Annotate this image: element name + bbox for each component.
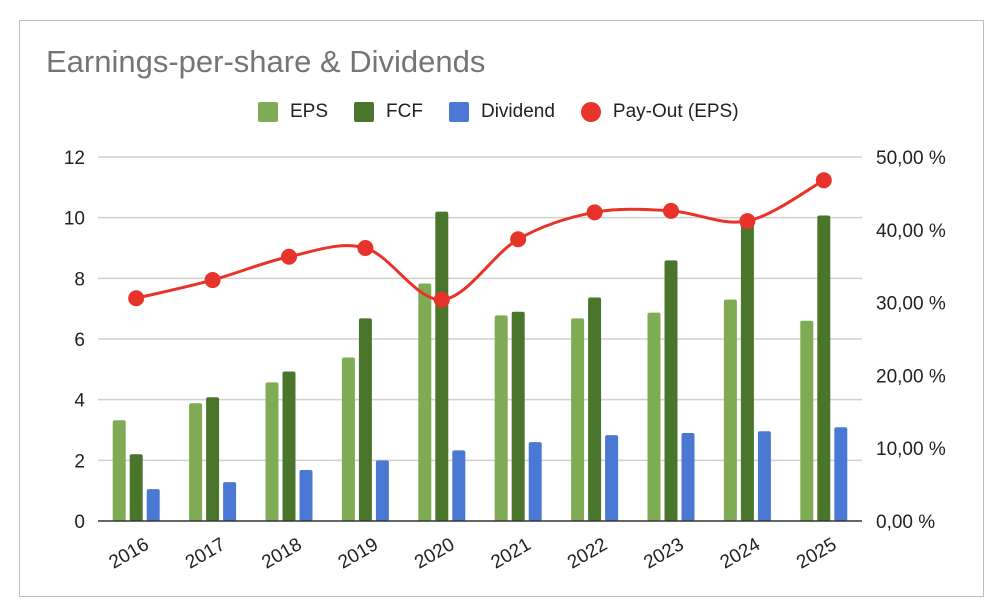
bar-dividend (452, 450, 466, 521)
legend-item-payout: Pay-Out (EPS) (580, 101, 739, 123)
bar-dividend (528, 442, 542, 521)
bar-dividend (605, 435, 619, 521)
x-tick-label: 2023 (640, 534, 687, 573)
y-tick-label: 8 (74, 269, 85, 290)
legend-swatch-dividend (448, 102, 469, 122)
x-tick-label: 2022 (564, 534, 611, 573)
y-tick-label: 2 (74, 451, 85, 472)
x-tick-label: 2017 (182, 534, 229, 573)
bar-fcf (435, 211, 449, 521)
legend-label: FCF (386, 101, 423, 122)
bar-fcf (358, 318, 372, 521)
legend-swatch-fcf (354, 102, 375, 122)
legend-item-fcf: FCF (354, 101, 423, 123)
y-tick-label: 4 (74, 391, 85, 412)
bar-eps (189, 403, 203, 521)
y2-tick-label: 40,00 % (876, 221, 946, 242)
y2-tick-label: 20,00 % (876, 366, 946, 387)
bar-eps (571, 318, 585, 521)
bar-eps (647, 312, 661, 521)
chart-frame (19, 20, 984, 597)
bar-dividend (834, 427, 848, 521)
bar-dividend (299, 470, 313, 521)
payout-point (281, 248, 297, 265)
bar-fcf (282, 371, 296, 521)
payout-point (433, 291, 450, 308)
legend-swatch-eps (258, 102, 278, 122)
legend: EPS FCF Dividend Pay-Out (EPS) (258, 101, 765, 123)
payout-point (586, 204, 603, 221)
y-tick-label: 6 (74, 330, 85, 351)
bar-fcf (664, 260, 678, 521)
payout-point (815, 172, 832, 189)
y-tick-label: 12 (64, 148, 85, 169)
payout-point (128, 290, 145, 307)
y2-tick-label: 0,00 % (876, 512, 935, 533)
bar-dividend (681, 433, 695, 521)
bar-eps (112, 420, 126, 521)
payout-point (739, 213, 756, 230)
legend-item-dividend: Dividend (448, 101, 555, 123)
bar-eps (418, 283, 432, 521)
x-tick-label: 2024 (717, 534, 764, 574)
bar-fcf (740, 220, 754, 521)
payout-line (135, 178, 825, 302)
y-tick-label: 0 (74, 512, 85, 533)
legend-label: Pay-Out (EPS) (612, 101, 739, 122)
x-tick-label: 2020 (411, 534, 458, 573)
y-tick-label: 10 (64, 209, 85, 230)
y2-tick-label: 30,00 % (876, 294, 946, 315)
bar-fcf (588, 297, 602, 521)
payout-point (204, 272, 221, 289)
legend-label: EPS (290, 101, 329, 122)
x-tick-label: 2019 (335, 534, 382, 573)
x-tick-label: 2021 (488, 534, 535, 573)
payout-point (510, 231, 527, 248)
legend-swatch-payout (580, 102, 601, 122)
bar-fcf (129, 454, 143, 521)
legend-item-eps: EPS (258, 101, 328, 123)
legend-label: Dividend (480, 101, 555, 122)
bar-eps (341, 357, 355, 521)
bar-dividend (757, 431, 771, 521)
y2-tick-label: 10,00 % (876, 439, 946, 460)
payout-point (357, 240, 374, 256)
x-tick-label: 2016 (106, 534, 153, 573)
bar-fcf (511, 311, 525, 521)
bar-eps (723, 299, 737, 521)
bar-eps (265, 382, 279, 521)
bar-dividend (375, 460, 389, 521)
payout-point (663, 202, 679, 219)
y2-tick-label: 50,00 % (876, 148, 946, 169)
bar-eps (800, 320, 814, 521)
bar-eps (494, 315, 508, 521)
bar-dividend (146, 489, 160, 521)
x-tick-label: 2018 (258, 534, 305, 573)
x-tick-label: 2025 (793, 534, 840, 573)
bar-fcf (817, 215, 831, 521)
chart-title: Earnings-per-share & Dividends (46, 44, 486, 79)
bar-dividend (223, 482, 237, 521)
bar-fcf (206, 397, 220, 521)
